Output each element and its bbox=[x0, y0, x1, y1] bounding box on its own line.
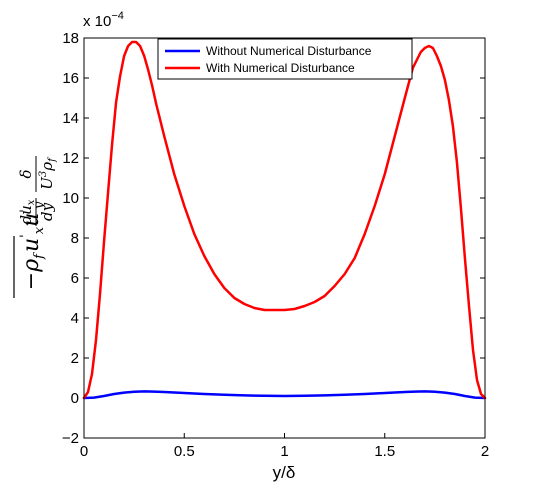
y-tick-label: 18 bbox=[62, 30, 79, 47]
y-tick-label: 6 bbox=[71, 270, 79, 287]
y-tick-label: 12 bbox=[62, 150, 79, 167]
ylabel-rho-sub: f bbox=[32, 252, 47, 260]
legend-label-with: With Numerical Disturbance bbox=[206, 61, 355, 75]
ylabel-frac1-num: dux bbox=[17, 199, 37, 224]
y-tick-label: 16 bbox=[62, 70, 79, 87]
x-axis-label: y/δ bbox=[273, 463, 296, 482]
y-tick-label: 4 bbox=[71, 310, 79, 327]
y-tick-label: 14 bbox=[62, 110, 79, 127]
y-tick-label: 2 bbox=[71, 350, 79, 367]
plot-frame bbox=[83, 37, 486, 439]
x-tick-label: 0.5 bbox=[174, 443, 195, 460]
ylabel-ux-sub: x bbox=[32, 226, 47, 234]
ylabel-frac1-den: dy bbox=[38, 202, 56, 221]
y-axis-label-text: −ρfu'xu'y bbox=[18, 201, 47, 290]
ylabel-frac2-num: δ bbox=[17, 169, 35, 178]
legend-label-without: Without Numerical Disturbance bbox=[206, 44, 372, 58]
ylabel-rho: −ρ bbox=[19, 259, 44, 290]
legend-box bbox=[157, 38, 413, 80]
ylabel-frac2-den: U3ρf bbox=[38, 156, 58, 190]
y-multiplier: x 10−4 bbox=[83, 10, 124, 30]
ylabel-frac2: δ U3ρf bbox=[17, 156, 58, 192]
series-group bbox=[82, 40, 487, 400]
y-tick-label: 8 bbox=[71, 230, 79, 247]
series-line-with-disturbance bbox=[82, 40, 487, 400]
ylabel-uy: u bbox=[19, 213, 44, 227]
x-tick-label: 2 bbox=[481, 443, 489, 460]
legend: Without Numerical Disturbance With Numer… bbox=[157, 38, 413, 80]
y-tick-label: 0 bbox=[71, 390, 79, 407]
y-axis-label: −ρfu'xu'y dux dy δ U3ρf bbox=[13, 156, 58, 298]
ylabel-uy-sub: y bbox=[32, 201, 47, 210]
x-tick-label: 1.5 bbox=[374, 443, 395, 460]
series-line-without-disturbance bbox=[82, 390, 487, 400]
ylabel-ux: u bbox=[19, 238, 44, 252]
x-tick-label: 0 bbox=[80, 443, 88, 460]
y-tick-label: −2 bbox=[62, 430, 79, 447]
x-tick-label: 1 bbox=[280, 443, 288, 460]
y-tick-label: 10 bbox=[62, 190, 79, 207]
ylabel-frac1: dux dy bbox=[17, 198, 56, 226]
